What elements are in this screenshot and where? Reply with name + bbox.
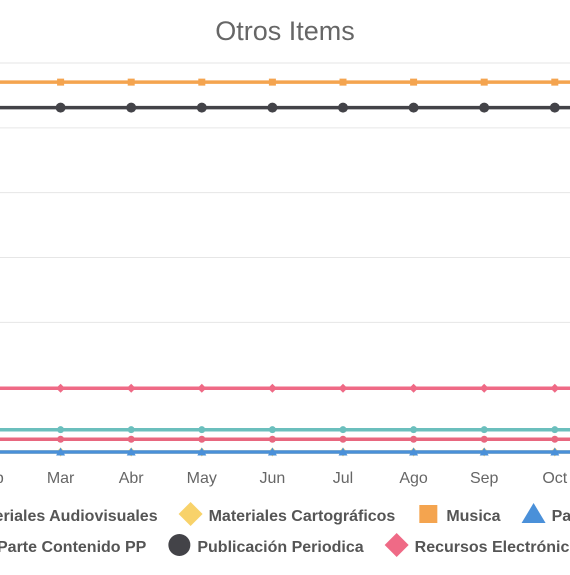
data-point bbox=[57, 78, 65, 86]
legend-swatch-diamond bbox=[384, 533, 409, 557]
x-axis-tick-labels: Feb Mar Abr May Jun Jul Ago Sep Oct bbox=[0, 470, 568, 487]
data-point bbox=[197, 447, 207, 456]
x-tick-label: Sep bbox=[470, 470, 499, 487]
data-point bbox=[551, 426, 559, 434]
x-tick-label: Ago bbox=[399, 470, 428, 487]
data-point bbox=[410, 78, 418, 86]
data-point bbox=[126, 383, 136, 393]
data-point bbox=[480, 435, 488, 443]
data-point bbox=[196, 102, 207, 113]
legend-item: Materiales Cartográficos bbox=[178, 502, 396, 526]
data-point bbox=[480, 78, 488, 86]
x-tick-label: Feb bbox=[0, 470, 4, 487]
legend-label: Recursos Electrónicos bbox=[415, 539, 570, 556]
data-point bbox=[57, 435, 65, 443]
series-materiales-audiovisuales bbox=[0, 426, 570, 434]
data-point bbox=[549, 102, 560, 113]
data-point bbox=[197, 383, 207, 393]
data-point bbox=[268, 426, 276, 434]
data-point bbox=[410, 426, 418, 434]
data-point bbox=[267, 447, 277, 456]
data-point bbox=[409, 383, 419, 393]
data-point bbox=[126, 447, 136, 456]
data-point bbox=[338, 447, 348, 456]
legend-label: Musica bbox=[446, 508, 500, 525]
data-point bbox=[198, 435, 206, 443]
series-recursos-electr-nicos bbox=[0, 383, 570, 393]
legend: Materiales Audiovisuales Materiales Carto… bbox=[0, 502, 570, 557]
x-tick-label: Abr bbox=[119, 470, 145, 487]
data-point bbox=[550, 447, 560, 456]
legend-swatch-square bbox=[419, 505, 438, 523]
series-parte-componente bbox=[0, 447, 570, 456]
data-point bbox=[479, 102, 490, 113]
data-point bbox=[268, 78, 276, 86]
legend-label: Parte Contenido PP bbox=[0, 539, 147, 556]
x-tick-label: Mar bbox=[47, 470, 75, 487]
data-point bbox=[339, 435, 347, 443]
legend-item: Musica bbox=[419, 505, 501, 525]
data-point bbox=[127, 426, 135, 434]
data-point bbox=[408, 102, 419, 113]
data-point bbox=[57, 426, 65, 434]
data-point bbox=[339, 78, 347, 86]
data-point bbox=[479, 447, 489, 456]
series-publicaci-n-periodica bbox=[0, 102, 570, 113]
chart-title: Otros Items bbox=[215, 16, 355, 46]
data-point bbox=[127, 78, 135, 86]
series-parte-contenido-pp bbox=[0, 435, 570, 443]
data-point bbox=[126, 102, 137, 113]
legend-label: Materiales Audiovisuales bbox=[0, 508, 158, 525]
data-point bbox=[127, 435, 135, 443]
legend-swatch-triangle bbox=[521, 503, 546, 523]
legend-item: Publicación Periodica bbox=[168, 534, 364, 556]
series-musica bbox=[0, 78, 570, 86]
x-tick-label: Jun bbox=[260, 470, 286, 487]
data-point bbox=[339, 426, 347, 434]
legend-label: Materiales Cartográficos bbox=[209, 508, 396, 525]
data-point bbox=[267, 383, 277, 393]
data-point bbox=[551, 78, 559, 86]
data-point bbox=[198, 426, 206, 434]
data-point bbox=[55, 102, 66, 113]
legend-item: Parte Contenido PP bbox=[0, 539, 147, 556]
legend-swatch-diamond bbox=[178, 502, 203, 526]
legend-swatch-circle bbox=[168, 534, 191, 556]
series-lines bbox=[0, 78, 570, 457]
data-point bbox=[56, 447, 66, 456]
legend-label: Publicación Periodica bbox=[197, 539, 363, 556]
data-point bbox=[338, 102, 348, 113]
legend-label: Parte Componente bbox=[552, 508, 570, 525]
data-point bbox=[56, 383, 66, 393]
data-point bbox=[551, 435, 559, 443]
data-point bbox=[198, 78, 206, 86]
data-point bbox=[267, 102, 278, 113]
legend-item: Materiales Audiovisuales bbox=[0, 508, 158, 525]
x-tick-label: Oct bbox=[542, 470, 567, 487]
legend-item: Recursos Electrónicos bbox=[384, 533, 570, 557]
data-point bbox=[409, 447, 419, 456]
data-point bbox=[550, 383, 560, 393]
data-point bbox=[268, 435, 276, 443]
data-point bbox=[410, 435, 418, 443]
x-tick-label: May bbox=[187, 470, 217, 487]
data-point bbox=[479, 383, 489, 393]
data-point bbox=[480, 426, 488, 434]
data-point bbox=[338, 383, 348, 393]
x-tick-label: Jul bbox=[333, 470, 353, 487]
legend-item: Parte Componente bbox=[521, 503, 570, 525]
